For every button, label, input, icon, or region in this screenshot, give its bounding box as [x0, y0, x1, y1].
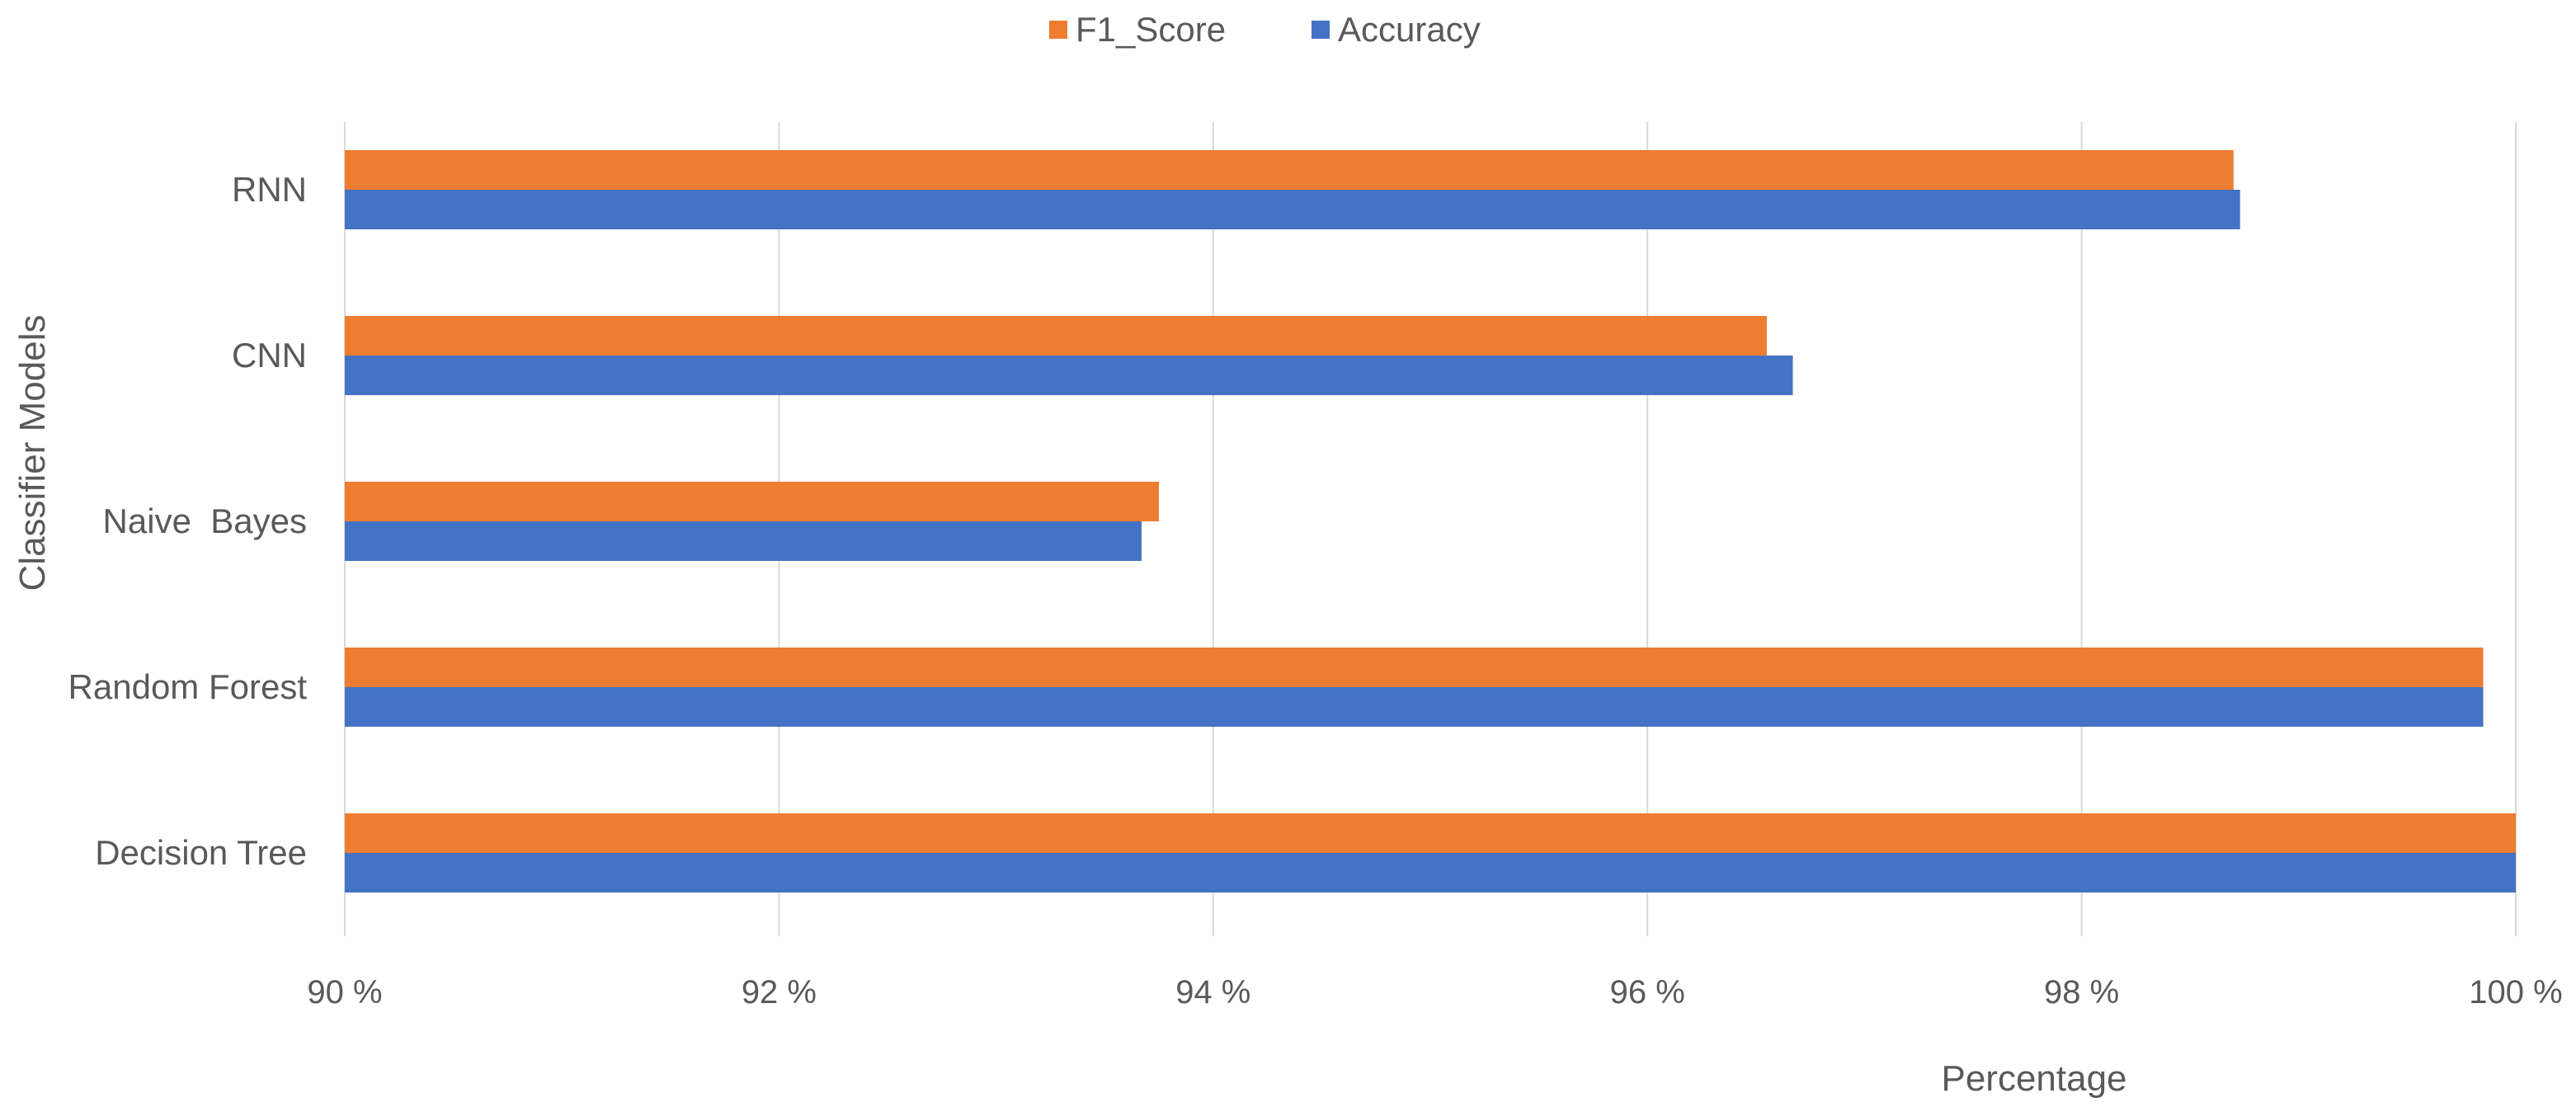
- accuracy-bar: [345, 356, 1793, 395]
- gridlines: [344, 122, 2517, 936]
- accuracy-bar: [345, 853, 2516, 893]
- category-label: RNN: [232, 170, 307, 209]
- category-label: CNN: [232, 336, 307, 374]
- accuracy-bar: [345, 687, 2484, 727]
- category-labels: RNN CNN Naive Bayes Random Forest Decision T…: [68, 170, 308, 872]
- x-tick-label: 96 %: [1610, 974, 1685, 1010]
- x-tick-label: 98 %: [2044, 974, 2119, 1010]
- f1-score-bar: [345, 316, 1767, 356]
- x-tick-label: 100 %: [2469, 974, 2562, 1010]
- bars: [345, 150, 2516, 893]
- category-label: Naive Bayes: [103, 502, 307, 540]
- x-tick-labels: 90 % 92 % 94 % 96 % 98 % 100 %: [307, 974, 2562, 1010]
- legend-accuracy-label: Accuracy: [1338, 10, 1481, 49]
- x-tick-label: 94 %: [1175, 974, 1250, 1010]
- f1-score-bar: [345, 482, 1159, 521]
- y-axis-title: Classifier Models: [12, 315, 53, 591]
- f1-score-bar: [345, 648, 2484, 687]
- category-label: Random Forest: [68, 667, 308, 706]
- legend: F1_Score Accuracy: [1049, 10, 1481, 49]
- f1-score-bar: [345, 150, 2234, 190]
- legend-f1-swatch: [1049, 21, 1067, 39]
- accuracy-bar: [345, 521, 1142, 561]
- legend-accuracy-swatch: [1312, 21, 1330, 39]
- category-label: Decision Tree: [95, 833, 307, 872]
- accuracy-bar: [345, 190, 2240, 229]
- x-axis-title: Percentage: [1941, 1058, 2126, 1099]
- x-tick-label: 90 %: [307, 974, 382, 1010]
- legend-f1-label: F1_Score: [1076, 10, 1226, 49]
- x-tick-label: 92 %: [742, 974, 817, 1010]
- f1-score-bar: [345, 813, 2516, 853]
